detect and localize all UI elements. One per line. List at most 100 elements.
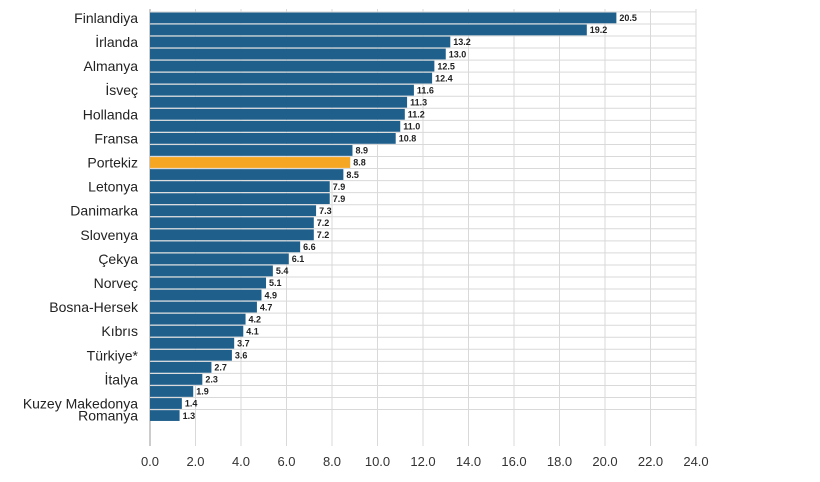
category-label: Romanya <box>78 408 138 424</box>
bar <box>150 157 351 168</box>
bar <box>150 398 182 409</box>
value-label: 1.3 <box>183 411 196 421</box>
category-label: Danimarka <box>70 203 138 219</box>
bar <box>150 265 273 277</box>
category-label: Norveç <box>94 275 138 291</box>
bar <box>150 84 414 96</box>
value-label: 11.3 <box>410 97 427 107</box>
value-label: 2.7 <box>214 363 227 373</box>
category-label: Hollanda <box>83 106 138 122</box>
x-tick-label: 0.0 <box>141 454 159 469</box>
bar <box>150 96 408 108</box>
value-labels: 20.5 19.2 13.2 13.0 12.5 12.411.6 11.3 11.2 11.0… <box>183 13 637 421</box>
x-tick-label: 12.0 <box>410 454 435 469</box>
bar <box>150 277 267 289</box>
x-tick-label: 24.0 <box>683 454 708 469</box>
x-tick-label: 2.0 <box>186 454 204 469</box>
value-label: 8.9 <box>355 146 368 156</box>
bar <box>150 361 212 373</box>
bars <box>150 12 617 421</box>
category-label: Kıbrıs <box>101 323 138 339</box>
bar <box>150 301 257 313</box>
bar <box>150 108 405 120</box>
category-label: Bosna-Hersek <box>49 299 139 315</box>
value-label: 3.6 <box>235 351 248 361</box>
bar <box>150 349 232 361</box>
category-label: İsveç <box>105 81 138 98</box>
bar <box>150 145 353 156</box>
bar <box>150 193 330 205</box>
bar <box>150 48 446 60</box>
bar <box>150 205 317 217</box>
category-labels: Finlandiya İrlanda Almanya İsveç Hollanda Fra… <box>23 10 139 424</box>
bar <box>150 229 314 241</box>
x-tick-label: 22.0 <box>638 454 663 469</box>
value-label: 8.8 <box>353 158 366 168</box>
bar <box>150 169 344 180</box>
value-label: 4.2 <box>249 314 262 324</box>
x-tick-label: 14.0 <box>456 454 481 469</box>
x-tick-label: 6.0 <box>277 454 295 469</box>
category-label: Çekya <box>98 251 138 267</box>
category-label: Portekiz <box>87 155 138 171</box>
category-label: Almanya <box>84 58 139 74</box>
value-label: 12.4 <box>435 73 453 83</box>
bar <box>150 24 587 36</box>
value-label: 11.0 <box>403 122 420 132</box>
x-tick-label: 10.0 <box>365 454 390 469</box>
bar <box>150 217 314 229</box>
x-axis-tick-labels: 0.0 2.0 4.0 6.0 8.0 10.0 12.0 14.0 16.0 18.0 20.0 2… <box>141 454 709 469</box>
value-label: 5.4 <box>276 266 289 276</box>
bar <box>150 410 180 421</box>
bar <box>150 60 435 72</box>
value-label: 4.9 <box>264 290 277 300</box>
category-label: Finlandiya <box>74 10 138 26</box>
category-label: Kuzey Makedonya <box>23 396 138 412</box>
category-label: Letonya <box>88 179 138 195</box>
bar <box>150 313 246 325</box>
bar <box>150 386 194 397</box>
value-label: 7.9 <box>333 182 346 192</box>
bar <box>150 12 617 24</box>
value-label: 4.7 <box>260 302 273 312</box>
x-tick-label: 18.0 <box>547 454 572 469</box>
bar <box>150 36 451 48</box>
category-label: Fransa <box>94 130 138 146</box>
value-label: 6.1 <box>292 254 305 264</box>
value-label: 11.2 <box>408 110 425 120</box>
value-label: 7.2 <box>317 218 330 228</box>
x-tick-label: 16.0 <box>501 454 526 469</box>
value-label: 1.9 <box>196 387 209 397</box>
value-label: 3.7 <box>237 338 250 348</box>
value-label: 7.2 <box>317 230 330 240</box>
bar <box>150 133 396 144</box>
value-label: 7.9 <box>333 194 346 204</box>
category-label: Slovenya <box>80 227 138 243</box>
bar <box>150 181 330 192</box>
value-label: 13.0 <box>449 49 467 59</box>
value-label: 12.5 <box>437 61 455 71</box>
x-tick-label: 20.0 <box>592 454 617 469</box>
bar <box>150 289 262 301</box>
bar <box>150 72 433 84</box>
category-label: İtalya <box>105 370 139 387</box>
x-tick-label: 8.0 <box>323 454 341 469</box>
value-label: 10.8 <box>399 134 417 144</box>
bar <box>150 253 289 265</box>
value-label: 5.1 <box>269 278 282 288</box>
value-label: 11.6 <box>417 85 434 95</box>
bar <box>150 337 235 349</box>
x-tick-label: 4.0 <box>232 454 250 469</box>
bar <box>150 325 244 337</box>
category-label: İrlanda <box>95 33 138 50</box>
value-label: 1.4 <box>185 399 198 409</box>
value-label: 20.5 <box>619 13 637 23</box>
value-label: 13.2 <box>453 37 471 47</box>
bar <box>150 120 401 132</box>
value-label: 8.5 <box>346 170 359 180</box>
value-label: 4.1 <box>246 326 259 336</box>
bar <box>150 241 301 253</box>
value-label: 2.3 <box>205 375 218 385</box>
value-label: 19.2 <box>590 25 608 35</box>
